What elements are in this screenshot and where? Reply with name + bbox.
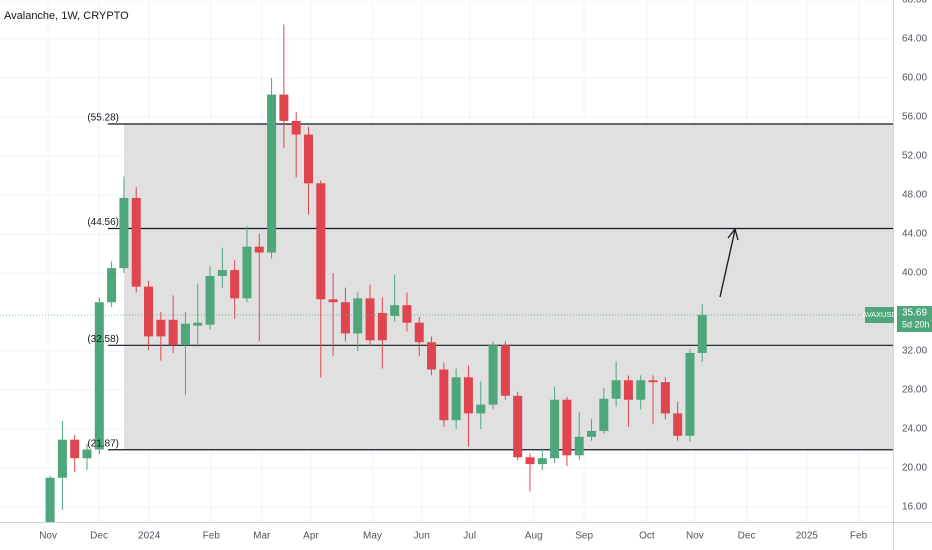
candle-body [476, 404, 486, 414]
candle-body [242, 246, 252, 299]
candle-body [144, 286, 154, 337]
y-tick-label: 64.00 [902, 34, 927, 45]
candle-body [562, 399, 572, 456]
candle-body [180, 323, 190, 346]
price-tag [897, 306, 932, 333]
candle-body [119, 197, 129, 269]
candle-body [697, 314, 707, 353]
y-tick-label: 56.00 [902, 112, 927, 123]
candle-body [316, 183, 326, 300]
plot-area [0, 24, 893, 522]
x-tick-label: Dec [738, 531, 756, 542]
candle-body [205, 275, 215, 325]
y-tick-label: 52.00 [902, 151, 927, 162]
candle-body [82, 449, 92, 459]
candle-body [673, 413, 683, 436]
y-tick-label: 16.00 [902, 502, 927, 513]
x-tick-label: Mar [253, 531, 271, 542]
candle-body [574, 436, 584, 456]
candle-body [279, 94, 289, 121]
candle-body [353, 298, 363, 334]
symbol-label: AVAXUSD [862, 310, 897, 319]
candle-body [623, 380, 633, 400]
candle-body [587, 430, 597, 437]
x-tick-label: Nov [39, 531, 57, 542]
candle-body [525, 457, 535, 465]
candle-body [131, 197, 141, 287]
candle-body [254, 246, 264, 253]
x-tick-label: Dec [90, 531, 108, 542]
candle-body [230, 270, 240, 299]
y-tick-label: 24.00 [902, 424, 927, 435]
symbol-tag [865, 307, 894, 324]
candle-body [45, 477, 55, 522]
x-tick-label: Nov [686, 531, 704, 542]
candle-body [500, 345, 510, 396]
candle-body [390, 305, 400, 316]
candle-body [599, 398, 609, 431]
candle-body [636, 380, 646, 400]
x-tick-label: 2024 [138, 531, 161, 542]
candle-body [414, 322, 424, 343]
y-tick-label: 32.00 [902, 346, 927, 357]
candle-body [340, 302, 350, 334]
candle-body [463, 377, 473, 414]
candle-body [70, 439, 80, 459]
candle-body [427, 342, 437, 370]
x-tick-label: Apr [303, 531, 319, 542]
candle-body [365, 298, 375, 341]
candle-body [537, 458, 547, 465]
level-label: (44.56) [87, 217, 119, 228]
x-tick-label: Jun [414, 531, 430, 542]
level-label: (55.28) [87, 113, 119, 124]
candle-body [168, 319, 178, 346]
candle-body [267, 94, 277, 253]
level-label: (21.87) [87, 438, 119, 449]
candle-body [513, 395, 523, 458]
countdown-label: 5d 20h [902, 319, 930, 329]
y-tick-label: 48.00 [902, 190, 927, 201]
candle-body [291, 120, 301, 135]
y-tick-label: 44.00 [902, 229, 927, 240]
candle-body [107, 268, 117, 303]
candle-body [488, 345, 498, 405]
x-tick-label: Feb [203, 531, 221, 542]
y-tick-label: 60.00 [902, 73, 927, 84]
candle-body [439, 369, 449, 421]
candle-body [648, 380, 658, 383]
candle-body [303, 134, 313, 184]
y-tick-label: 20.00 [902, 463, 927, 474]
candle-body [451, 377, 461, 421]
candle-body [377, 312, 387, 341]
zone [124, 124, 893, 450]
level-label: (32.58) [87, 334, 119, 345]
x-tick-label: Aug [525, 531, 543, 542]
x-tick-label: 2025 [796, 531, 819, 542]
y-tick-label: 40.00 [902, 268, 927, 279]
candle-body [57, 439, 67, 478]
candle-body [611, 380, 621, 399]
candle-body [660, 382, 670, 414]
y-tick-label: 68.00 [902, 0, 927, 6]
candle-body [402, 305, 412, 323]
candle-body [328, 299, 338, 303]
arrow-head [727, 227, 739, 241]
x-tick-label: May [363, 531, 382, 542]
candle-body [193, 322, 203, 326]
price-label: 35.69 [902, 308, 927, 319]
x-tick-label: Oct [639, 531, 655, 542]
arrow [719, 229, 736, 298]
x-tick-label: Jul [463, 531, 476, 542]
x-tick-label: Feb [850, 531, 868, 542]
y-tick-label: 28.00 [902, 385, 927, 396]
chart-title: Avalanche, 1W, CRYPTO [4, 10, 129, 22]
candle-body [94, 302, 104, 450]
candle-body [156, 319, 166, 337]
candle-body [550, 399, 560, 459]
candle-body [685, 352, 695, 436]
candle-body [217, 270, 227, 276]
x-tick-label: Sep [575, 531, 593, 542]
